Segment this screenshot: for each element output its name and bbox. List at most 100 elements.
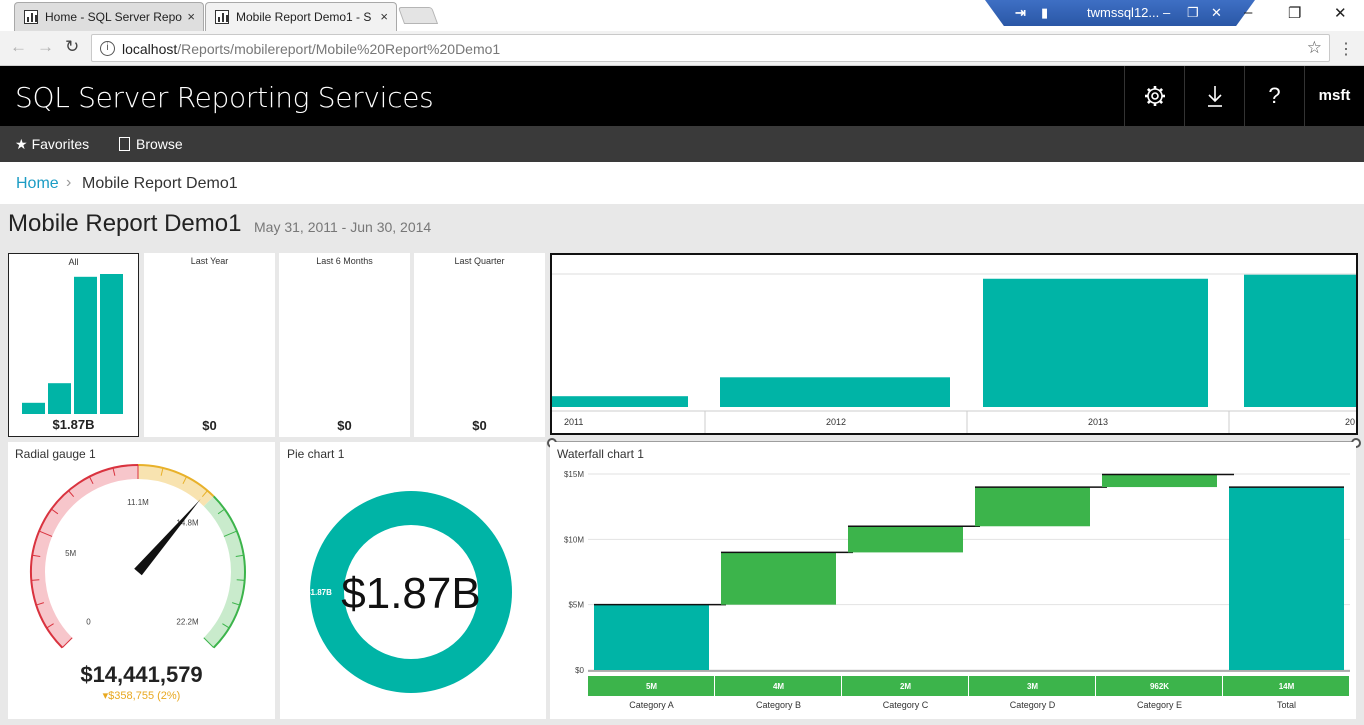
timeline-year-label: 2013 [1088,417,1108,427]
address-bar: ← → ↻ i localhost/Reports/mobilereport/M… [0,31,1364,66]
time-tile-value: $0 [337,418,352,433]
forward-icon[interactable]: → [37,37,54,56]
gauge-band-red [31,465,138,648]
gauge-tick [201,490,208,498]
waterfall-bar [721,552,836,605]
browser-tabstrip: Home - SQL Server Repo × Mobile Report D… [0,0,1364,31]
gauge-tick [203,637,215,649]
timeline-year-label: 2011 [564,417,583,427]
info-icon[interactable]: i [100,41,115,56]
back-icon[interactable]: ← [10,37,27,56]
gauge-needle [134,499,201,576]
gauge-value: $14,441,579 [80,662,203,687]
time-tile-bar [74,276,97,414]
gauge-scale-label: 5M [65,549,76,558]
waterfall-category-label: Total [1277,700,1296,710]
waterfall-chart[interactable]: $0 $5M $10M $15M 5M Category A 4M Category B 2M C… [550,462,1356,717]
gauge-tick [51,508,59,515]
tab-home[interactable]: Home - SQL Server Repo × [14,2,204,31]
gauge-tick [32,554,41,558]
report-favicon-icon [215,10,229,24]
waterfall-ytick-label: $0 [575,666,584,675]
time-tile-last-6-months[interactable]: Last 6 Months $0 [279,253,410,437]
panel-title: Pie chart 1 [287,447,345,461]
page-title: Mobile Report Demo1 [8,210,242,237]
gauge-tick [88,476,94,485]
radial-gauge: 0 5M 11.1M 14.8M 22.2M [30,464,246,649]
pin-icon[interactable]: ⇥ [1015,5,1026,20]
close-icon[interactable]: × [380,9,388,24]
waterfall-value-label: 2M [900,682,911,691]
close-icon[interactable]: ✕ [1211,5,1222,20]
report-date-range: May 31, 2011 - Jun 30, 2014 [254,219,432,235]
gauge-delta: ▾$358,755 (2%) [102,690,181,702]
star-icon: ★ [15,136,28,152]
time-tile-label: All [68,257,79,267]
time-tile-last-quarter[interactable]: Last Quarter $0 [414,253,545,437]
waterfall-ytick-label: $10M [564,535,584,544]
minimize-icon[interactable]: – [1163,5,1171,20]
time-tile-bar [48,383,71,414]
gauge-tick [222,623,230,629]
gauge-band-green-edge [212,495,246,649]
timeline-bar [983,278,1208,407]
breadcrumb-home-link[interactable]: Home [16,175,59,192]
waterfall-bar [1229,487,1344,670]
waterfall-bar [594,604,709,670]
timeline-selector[interactable]: 2011 2012 2013 20 [550,253,1358,435]
tab-home-title: Home - SQL Server Repo [45,10,182,24]
chevron-right-icon: › [66,174,72,191]
download-button[interactable] [1184,66,1244,126]
gauge-scale-label: 11.1M [127,498,149,507]
help-button[interactable]: ? [1244,66,1304,126]
waterfall-value-band [1096,676,1222,696]
minimize-icon[interactable]: – [1244,4,1253,21]
bookmark-star-icon[interactable]: ☆ [1306,38,1322,57]
gauge-tick [36,602,44,606]
timeline-bar [552,396,688,407]
timeline-chart: 2011 2012 2013 20 [552,273,1356,433]
menu-icon[interactable]: ⋮ [1338,41,1354,58]
app-header: SQL Server Reporting Services ? msft [0,66,1364,126]
close-icon[interactable]: × [187,9,195,24]
gauge-scale-label: 14.8M [176,519,199,528]
gauge-tick [112,467,116,476]
waterfall-value-band [715,676,841,696]
new-tab-button[interactable] [397,7,439,24]
donut-hole [344,525,478,659]
donut-center-value: $1.87B [341,569,480,618]
time-tile-bar [100,274,123,414]
gauge-tick [232,602,240,606]
waterfall-value-band [842,676,968,696]
nav-favorites[interactable]: ★ Favorites [15,136,89,153]
reload-icon[interactable]: ↻ [65,37,80,56]
nav-browse[interactable]: Browse [119,136,183,152]
gauge-tick [235,554,244,558]
tab-mobile-report[interactable]: Mobile Report Demo1 - S × [205,2,397,31]
remote-desktop-bar: ⇥ ▮ twmssql12... – ❐ ✕ [985,0,1255,26]
waterfall-ytick-label: $15M [564,470,584,479]
time-tile-last-year[interactable]: Last Year $0 [144,253,275,437]
gauge-tick [61,637,73,649]
waterfall-value-label: 5M [646,682,657,691]
app-title: SQL Server Reporting Services [15,81,434,114]
url-input[interactable]: i localhost/Reports/mobilereport/Mobile%… [91,34,1330,62]
breadcrumb: Home › Mobile Report Demo1 [0,162,1364,204]
time-tile-all[interactable]: All $1.87B [8,253,139,437]
donut-chart[interactable]: $1.87B $1.87B [280,467,546,717]
settings-button[interactable] [1124,66,1184,126]
restore-icon[interactable]: ❐ [1288,5,1302,22]
gauge-scale-label: 0 [86,617,91,626]
gauge-scale-label: 22.2M [176,617,199,626]
waterfall-value-band [1223,676,1349,696]
nav-browse-label: Browse [136,136,183,152]
gear-icon [1144,86,1165,106]
close-icon[interactable]: ✕ [1334,5,1347,22]
timeline-year-label: 2012 [826,417,846,427]
url-path: /Reports/mobilereport/Mobile%20Report%20… [177,41,501,57]
time-tile-value: $0 [472,418,487,433]
panel-title: Radial gauge 1 [15,447,96,461]
restore-icon[interactable]: ❐ [1187,5,1199,20]
user-menu[interactable]: msft [1304,66,1364,126]
gauge-tick [223,530,238,537]
